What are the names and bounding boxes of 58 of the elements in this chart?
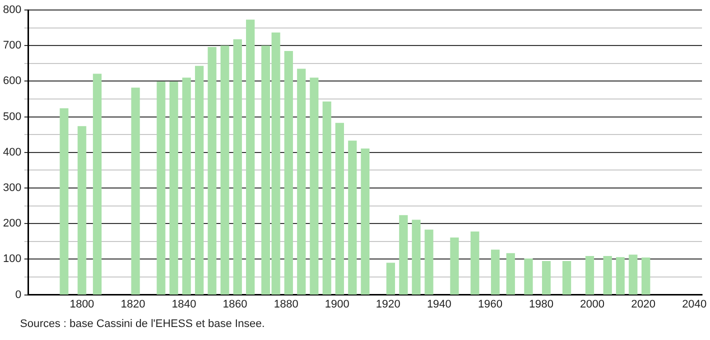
x-tick-label: 1960 — [478, 298, 502, 310]
bar — [169, 82, 178, 295]
y-tick-label: 500 — [2, 110, 22, 123]
bar — [585, 256, 594, 295]
bar — [92, 74, 102, 295]
x-tick-label: 1880 — [274, 298, 298, 310]
bar — [156, 82, 166, 295]
bar — [335, 122, 344, 295]
x-tick-label: 1860 — [222, 298, 248, 310]
x-tick-label: 1920 — [376, 298, 400, 310]
y-tick-label: 600 — [2, 75, 22, 88]
bar — [348, 140, 357, 295]
bar — [60, 108, 68, 295]
bar — [322, 102, 332, 295]
x-tick-label: 1900 — [324, 298, 350, 310]
x-tick-label: 1820 — [120, 298, 146, 310]
y-tick-label: 800 — [2, 4, 22, 16]
bar — [233, 39, 242, 295]
y-tick-label: 200 — [2, 218, 22, 230]
bar — [310, 78, 318, 295]
source-note: Sources : base Cassini de l'EHESS et base Insee. — [20, 318, 265, 330]
x-tick-label: 1980 — [529, 298, 554, 310]
x-tick-label: 1940 — [426, 298, 452, 310]
bar — [284, 50, 293, 295]
x-tick-label: 2020 — [631, 298, 656, 310]
y-tick-label: 100 — [2, 253, 22, 266]
x-tick-label: 1840 — [172, 298, 196, 310]
bar — [562, 261, 572, 295]
bar — [424, 230, 434, 295]
bar — [194, 66, 204, 295]
bar — [246, 20, 255, 295]
bar — [506, 253, 515, 295]
bar — [524, 258, 533, 295]
x-tick-label: 2000 — [580, 298, 605, 310]
y-tick-label: 0 — [15, 288, 22, 301]
x-tick-label: 1800 — [70, 298, 94, 310]
y-tick-label: 300 — [2, 182, 22, 194]
bar — [386, 262, 396, 295]
bar — [208, 47, 216, 295]
bar — [603, 256, 612, 295]
bar — [412, 220, 421, 295]
bar — [642, 257, 650, 295]
bar — [450, 238, 459, 295]
bar — [360, 148, 370, 295]
x-tick-label: 2040 — [682, 298, 707, 310]
y-tick-label: 400 — [2, 146, 22, 158]
bar — [399, 215, 408, 295]
bar — [78, 126, 86, 295]
bar — [616, 257, 625, 295]
bar — [297, 68, 306, 295]
bar — [628, 254, 638, 295]
bar — [470, 231, 480, 295]
bar — [131, 88, 140, 295]
bar — [490, 250, 500, 295]
y-tick-label: 700 — [2, 40, 22, 52]
bar — [220, 46, 230, 295]
bar — [542, 261, 551, 295]
bar — [182, 78, 191, 295]
